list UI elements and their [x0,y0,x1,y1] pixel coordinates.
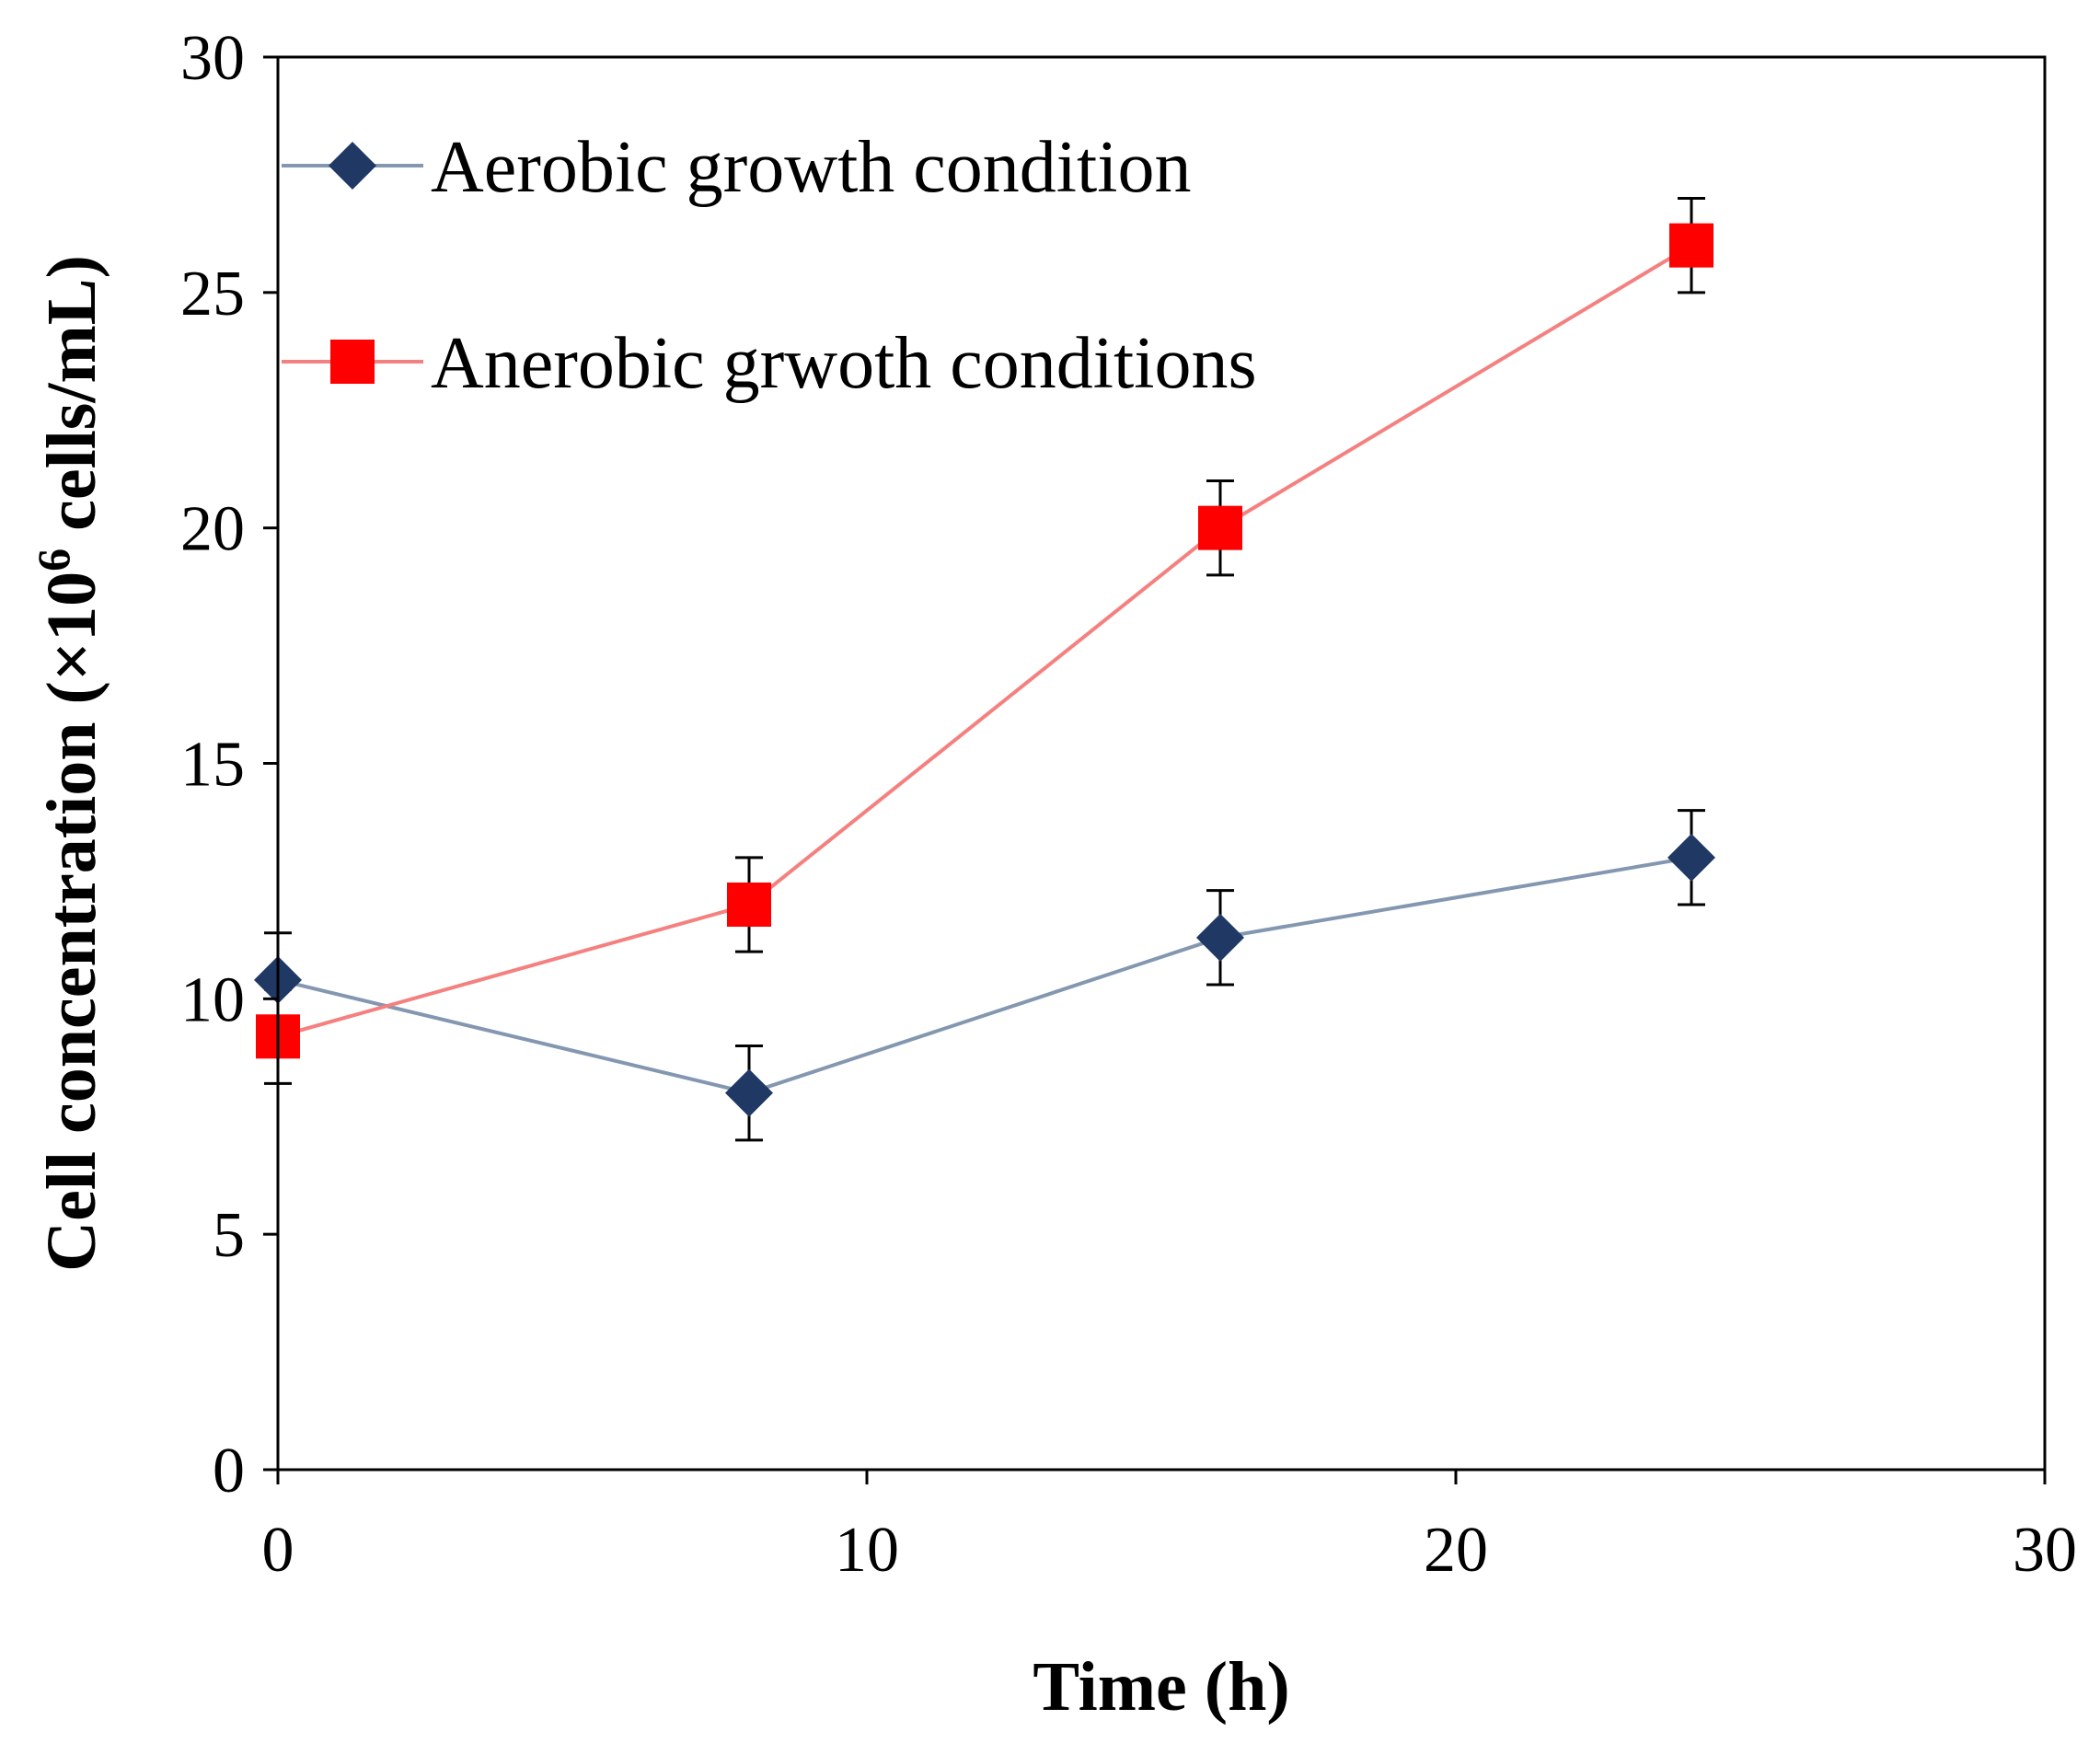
data-point-square [727,883,771,927]
data-point-diamond [1667,833,1715,882]
y-axis-title-superscript: 6 [28,548,79,571]
data-point-diamond [1196,913,1244,962]
data-point-diamond [725,1068,773,1117]
series-line-2 [277,243,1693,1039]
legend: Aerobic growth condition Anerobic grwoth … [282,127,1257,404]
x-axis-title: Time (h) [1033,1648,1289,1726]
series-line-1 [277,855,1692,1095]
y-axis-title: Cell concentration (×106 cells/mL) [28,255,110,1272]
x-tick-label: 20 [1424,1515,1488,1586]
plot-frame [276,55,2047,1472]
legend-marker-diamond [329,142,376,190]
y-tick-label: 30 [180,23,245,94]
y-tick-label: 25 [180,259,245,329]
x-tick-label: 10 [835,1515,899,1586]
y-tick-label: 0 [213,1436,245,1506]
series-lines [277,243,1693,1095]
x-tick-label: 30 [2013,1515,2077,1586]
y-axis-ticks: 0 5 10 15 20 25 30 [180,23,278,1506]
y-tick-label: 20 [180,494,245,565]
legend-label: Aerobic growth condition [431,127,1191,208]
y-tick-label: 10 [180,964,245,1035]
x-tick-label: 0 [262,1515,294,1586]
y-axis-title-suffix: cells/mL) [33,255,110,548]
data-point-square [1198,505,1242,550]
y-tick-label: 15 [180,730,245,801]
x-axis-ticks: 0 10 20 30 [262,1470,2077,1586]
legend-marker-square [330,340,375,384]
y-tick-label: 5 [213,1200,245,1271]
y-axis-title-prefix: Cell concentration (×10 [33,571,110,1272]
legend-label: Anerobic grwoth conditions [431,323,1257,404]
data-point-square [1669,223,1713,268]
